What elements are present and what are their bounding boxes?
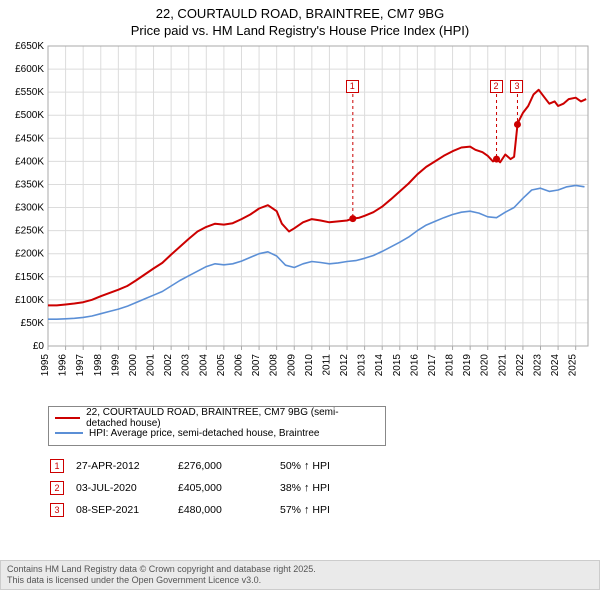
svg-text:£600K: £600K — [15, 64, 44, 75]
trans-pct: 38% ↑ HPI — [280, 478, 340, 498]
trans-num-box: 3 — [50, 503, 64, 517]
footer-line-1: Contains HM Land Registry data © Crown c… — [7, 564, 593, 575]
svg-text:2003: 2003 — [181, 353, 192, 376]
svg-text:2002: 2002 — [163, 353, 174, 376]
table-row: 3 08-SEP-2021£480,00057% ↑ HPI — [50, 500, 340, 520]
trans-pct: 50% ↑ HPI — [280, 456, 340, 476]
svg-text:2015: 2015 — [392, 353, 403, 376]
svg-text:£50K: £50K — [21, 318, 45, 329]
svg-text:2014: 2014 — [374, 353, 385, 376]
svg-text:1998: 1998 — [93, 353, 104, 376]
trans-pct: 57% ↑ HPI — [280, 500, 340, 520]
up-arrow-icon: ↑ — [304, 482, 310, 494]
legend-row: 22, COURTAULD ROAD, BRAINTREE, CM7 9BG (… — [55, 411, 379, 426]
svg-text:2024: 2024 — [550, 353, 561, 376]
svg-text:2011: 2011 — [321, 353, 332, 375]
up-arrow-icon: ↑ — [304, 504, 310, 516]
callout-box-1: 1 — [346, 80, 359, 93]
svg-text:£550K: £550K — [15, 87, 44, 98]
svg-text:1995: 1995 — [40, 353, 51, 376]
svg-text:£150K: £150K — [15, 272, 44, 283]
title-line-2: Price paid vs. HM Land Registry's House … — [0, 23, 600, 40]
svg-text:2021: 2021 — [497, 353, 508, 376]
svg-text:2005: 2005 — [216, 353, 227, 376]
svg-text:£300K: £300K — [15, 202, 44, 213]
chart-titles: 22, COURTAULD ROAD, BRAINTREE, CM7 9BG P… — [0, 0, 600, 40]
svg-text:2004: 2004 — [198, 353, 209, 376]
callout-box-3: 3 — [510, 80, 523, 93]
svg-text:2019: 2019 — [462, 353, 473, 376]
trans-num-cell: 3 — [50, 500, 74, 520]
trans-price: £480,000 — [178, 500, 278, 520]
chart-svg: £0 £50K £100K £150K £200K £250K £300K £350K £400… — [0, 40, 600, 400]
svg-text:2008: 2008 — [269, 353, 280, 376]
svg-text:2017: 2017 — [427, 353, 438, 376]
footer: Contains HM Land Registry data © Crown c… — [0, 560, 600, 590]
trans-num-box: 2 — [50, 481, 64, 495]
legend-label: 22, COURTAULD ROAD, BRAINTREE, CM7 9BG (… — [86, 407, 379, 429]
legend: 22, COURTAULD ROAD, BRAINTREE, CM7 9BG (… — [48, 406, 386, 446]
trans-num-cell: 1 — [50, 456, 74, 476]
svg-text:£100K: £100K — [15, 295, 44, 306]
callout-box-2: 2 — [490, 80, 503, 93]
svg-text:2020: 2020 — [480, 353, 491, 376]
legend-label: HPI: Average price, semi-detached house,… — [89, 428, 320, 439]
footer-line-2: This data is licensed under the Open Gov… — [7, 575, 593, 586]
svg-text:2022: 2022 — [515, 353, 526, 376]
svg-text:£250K: £250K — [15, 225, 44, 236]
trans-num-cell: 2 — [50, 478, 74, 498]
legend-swatch — [55, 417, 80, 419]
svg-text:1999: 1999 — [110, 353, 121, 376]
svg-text:2012: 2012 — [339, 353, 350, 376]
svg-text:2000: 2000 — [128, 353, 139, 376]
svg-text:2016: 2016 — [409, 353, 420, 376]
svg-text:2009: 2009 — [286, 353, 297, 376]
up-arrow-icon: ↑ — [304, 460, 310, 472]
trans-price: £405,000 — [178, 478, 278, 498]
svg-text:£450K: £450K — [15, 133, 44, 144]
trans-date: 03-JUL-2020 — [76, 478, 176, 498]
chart-area: £0 £50K £100K £150K £200K £250K £300K £350K £400… — [0, 40, 600, 400]
svg-text:2010: 2010 — [304, 353, 315, 376]
svg-text:1996: 1996 — [58, 353, 69, 376]
svg-text:£400K: £400K — [15, 156, 44, 167]
svg-text:2006: 2006 — [233, 353, 244, 376]
trans-price: £276,000 — [178, 456, 278, 476]
svg-text:2007: 2007 — [251, 353, 262, 376]
svg-text:2013: 2013 — [357, 353, 368, 376]
trans-num-box: 1 — [50, 459, 64, 473]
svg-text:2023: 2023 — [533, 353, 544, 376]
table-row: 1 27-APR-2012£276,00050% ↑ HPI — [50, 456, 340, 476]
svg-text:1997: 1997 — [75, 353, 86, 376]
transactions-table: 1 27-APR-2012£276,00050% ↑ HPI 2 03-JUL-202… — [48, 454, 342, 522]
svg-text:£200K: £200K — [15, 248, 44, 259]
svg-text:£650K: £650K — [15, 41, 44, 52]
trans-date: 27-APR-2012 — [76, 456, 176, 476]
svg-text:£0: £0 — [33, 341, 45, 352]
table-row: 2 03-JUL-2020£405,00038% ↑ HPI — [50, 478, 340, 498]
svg-text:2001: 2001 — [146, 353, 157, 376]
svg-text:£350K: £350K — [15, 179, 44, 190]
title-line-1: 22, COURTAULD ROAD, BRAINTREE, CM7 9BG — [0, 6, 600, 23]
svg-text:£500K: £500K — [15, 110, 44, 121]
trans-date: 08-SEP-2021 — [76, 500, 176, 520]
svg-text:2025: 2025 — [568, 353, 579, 376]
svg-text:2018: 2018 — [445, 353, 456, 376]
legend-swatch — [55, 432, 83, 434]
